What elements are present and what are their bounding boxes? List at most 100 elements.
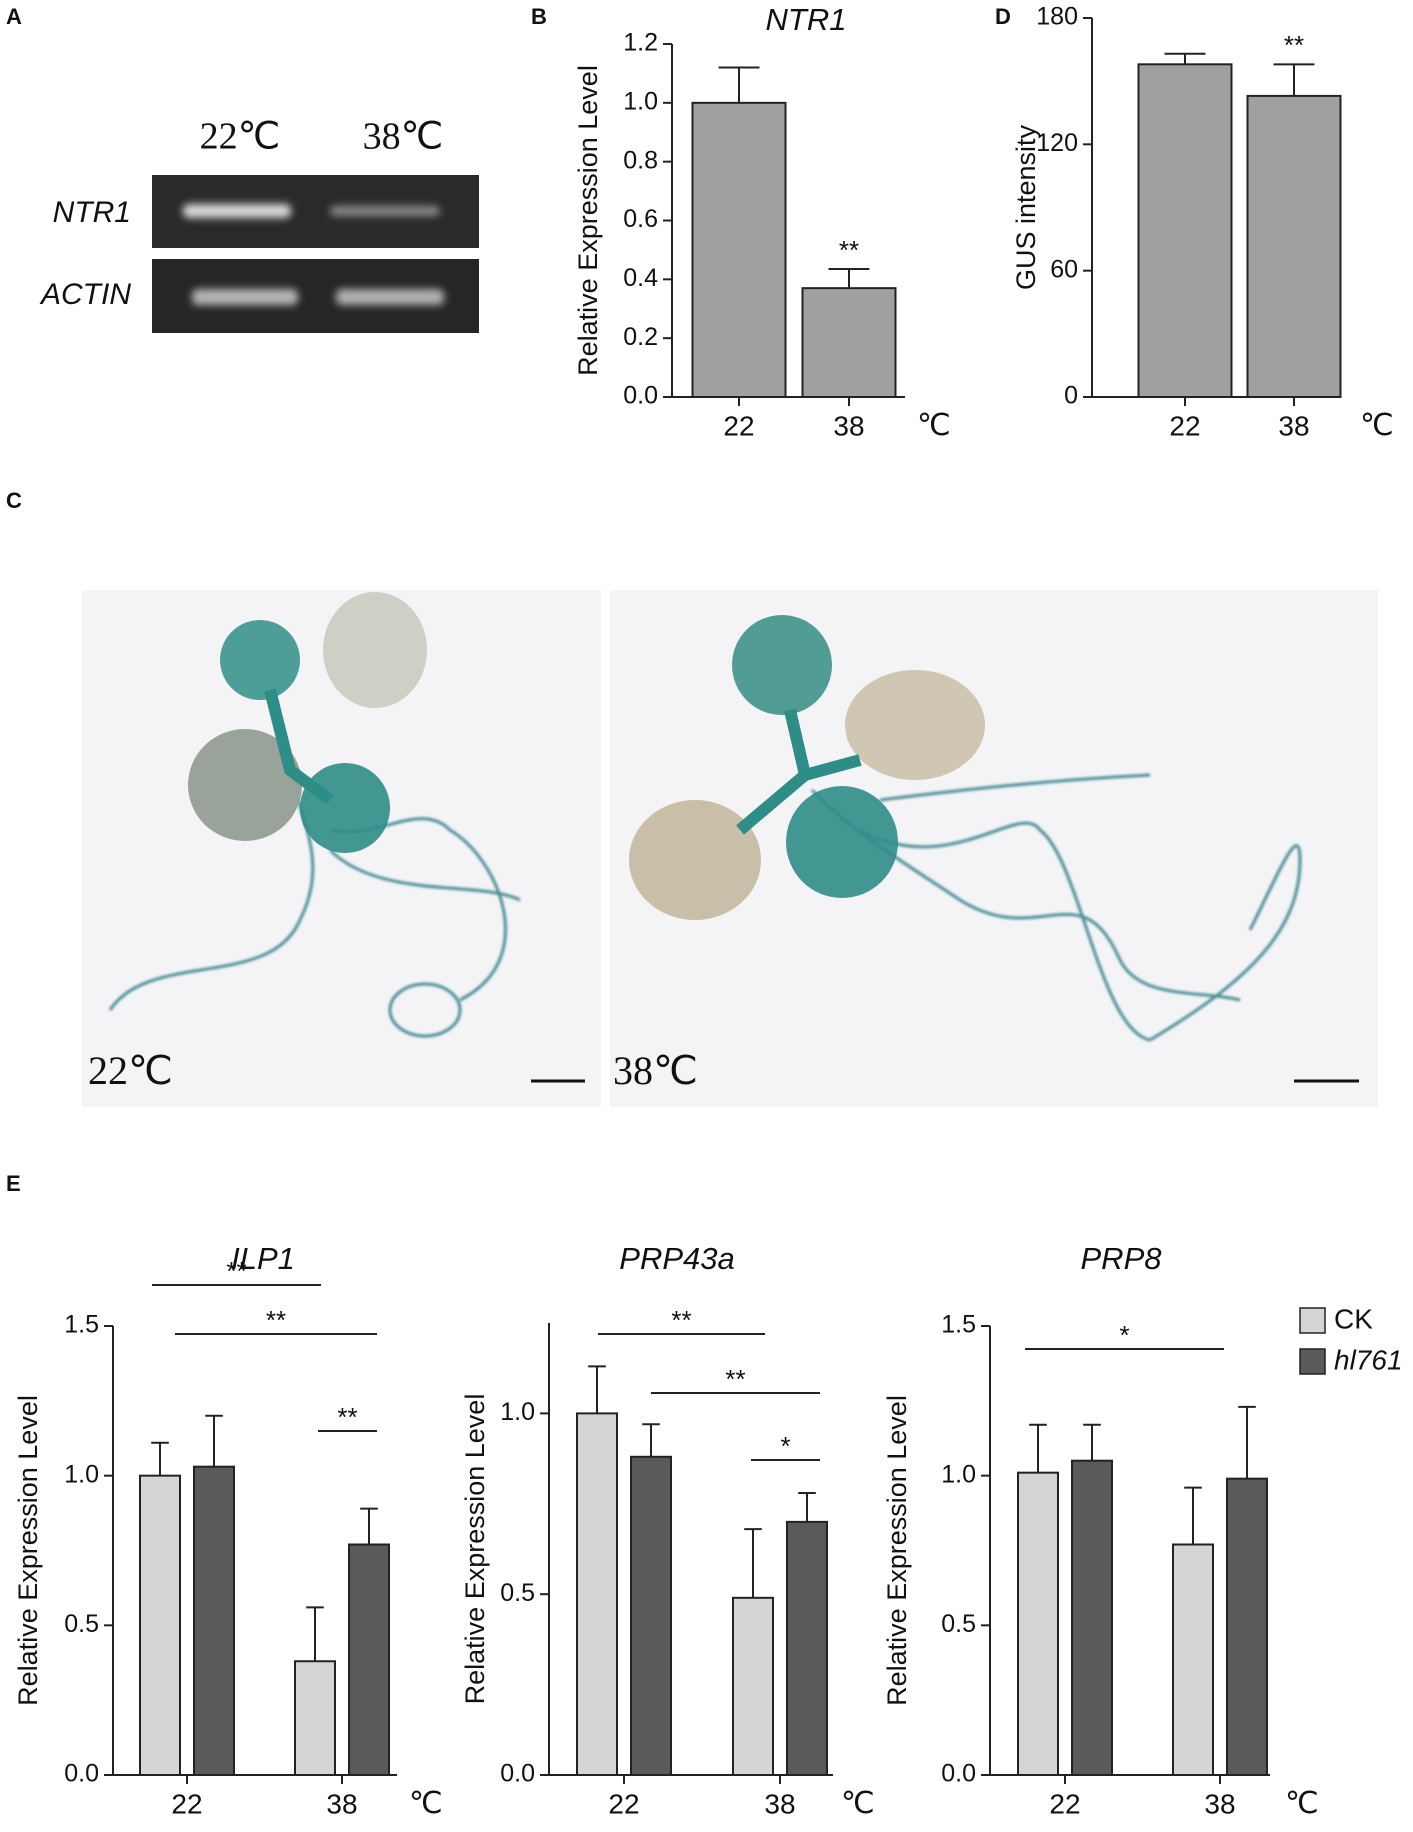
error-bar [1083, 1423, 1101, 1461]
error-bar [1238, 1405, 1256, 1479]
gel-row-label: ACTIN [39, 278, 131, 311]
bar [1071, 1459, 1113, 1776]
gel-band [183, 204, 291, 218]
legend-label: hl761 [1334, 1344, 1403, 1375]
significance-label: * [1119, 1320, 1129, 1350]
bar [139, 1474, 181, 1776]
bar [1017, 1471, 1059, 1776]
gel-row-label: NTR1 [53, 196, 131, 229]
bar [1172, 1543, 1214, 1776]
unit-label: ℃ [917, 409, 951, 442]
photo-label: 38℃ [613, 1048, 698, 1093]
significance-label: ** [266, 1305, 286, 1335]
unit-label: ℃ [841, 1787, 875, 1820]
error-bar [151, 1441, 169, 1476]
significance-label: ** [1284, 30, 1304, 60]
bar [801, 287, 897, 398]
error-bar [1164, 52, 1206, 65]
chart-title: PRP8 [1081, 1241, 1163, 1276]
bar [576, 1412, 618, 1777]
significance-label: ** [226, 1256, 246, 1286]
y-tick-label: 120 [1036, 129, 1078, 157]
error-bar [1029, 1423, 1047, 1473]
error-bar [306, 1606, 324, 1662]
x-tick-label: 38 [1204, 1788, 1235, 1819]
error-bar [718, 66, 760, 103]
y-tick-label: 1.0 [623, 87, 658, 115]
error-bar [1184, 1486, 1202, 1545]
y-tick-label: 1.0 [941, 1460, 976, 1488]
error-bar [828, 268, 870, 289]
x-tick-label: 38 [833, 410, 864, 441]
error-bar [744, 1528, 762, 1598]
y-tick-label: 0.0 [64, 1760, 99, 1788]
error-bar [588, 1365, 606, 1414]
unit-label: ℃ [409, 1787, 443, 1820]
leaves [188, 592, 985, 920]
y-axis-label: Relative Expression Level [573, 65, 603, 376]
error-bar [205, 1414, 223, 1467]
y-tick-label: 0.0 [500, 1760, 535, 1788]
panel-label: B [531, 4, 547, 29]
y-axis-label: Relative Expression Level [460, 1394, 490, 1705]
y-tick-label: 0.6 [623, 205, 658, 233]
error-bar [360, 1507, 378, 1545]
panel-label: C [6, 488, 22, 513]
panel-label: A [6, 4, 22, 29]
unit-label: ℃ [1285, 1787, 1319, 1820]
y-tick-label: 0.5 [941, 1610, 976, 1638]
photo: 22℃ 38℃ [82, 590, 1378, 1107]
significance-label: * [780, 1431, 790, 1461]
y-tick-label: 1.2 [623, 29, 658, 57]
y-tick-label: 0.0 [941, 1760, 976, 1788]
y-tick-label: 0.2 [623, 323, 658, 351]
photo-label: 22℃ [88, 1048, 173, 1093]
chart-title: PRP43a [619, 1241, 734, 1276]
y-tick-label: 180 [1036, 3, 1078, 31]
y-tick-label: 0 [1064, 382, 1078, 410]
gel-band [192, 289, 298, 305]
error-bar [798, 1491, 816, 1522]
y-tick-label: 0.4 [623, 264, 658, 292]
y-tick-label: 0.0 [623, 382, 658, 410]
x-tick-label: 22 [171, 1788, 202, 1819]
bar [1137, 63, 1233, 398]
y-tick-label: 1.0 [64, 1460, 99, 1488]
y-tick-label: 0.5 [500, 1579, 535, 1607]
gel-band [330, 206, 440, 216]
x-tick-label: 38 [764, 1788, 795, 1819]
panel-label: D [995, 4, 1011, 29]
unit-label: ℃ [1360, 409, 1394, 442]
x-tick-label: 22 [1049, 1788, 1080, 1819]
y-tick-label: 1.0 [500, 1398, 535, 1426]
error-bar [642, 1423, 660, 1457]
gel: 22℃ 38℃ NTR1 ACTIN [39, 116, 479, 333]
bar [732, 1596, 774, 1777]
bar [1226, 1477, 1268, 1777]
chart-title: ILP1 [231, 1241, 295, 1276]
y-tick-label: 0.5 [64, 1610, 99, 1638]
legend-label: CK [1334, 1303, 1373, 1334]
bar [193, 1465, 235, 1776]
bar [630, 1455, 672, 1776]
significance-label: ** [671, 1305, 691, 1335]
legend-swatch [1299, 1307, 1326, 1334]
y-axis-label: GUS intensity [1011, 124, 1041, 290]
y-axis-label: Relative Expression Level [13, 1395, 43, 1706]
error-bar [1273, 63, 1315, 96]
y-tick-label: 1.5 [64, 1311, 99, 1339]
significance-label: ** [725, 1364, 745, 1394]
bar [294, 1660, 336, 1776]
bar [1246, 94, 1342, 399]
significance-label: ** [839, 235, 859, 265]
x-tick-label: 22 [1169, 410, 1200, 441]
bar [786, 1520, 828, 1776]
x-tick-label: 22 [723, 410, 754, 441]
legend-swatch [1299, 1348, 1326, 1375]
x-tick-label: 22 [608, 1788, 639, 1819]
gel-column-label: 22℃ [200, 116, 281, 158]
y-tick-label: 1.5 [941, 1311, 976, 1339]
gel-band [336, 289, 444, 305]
y-axis-label: Relative Expression Level [882, 1395, 912, 1706]
